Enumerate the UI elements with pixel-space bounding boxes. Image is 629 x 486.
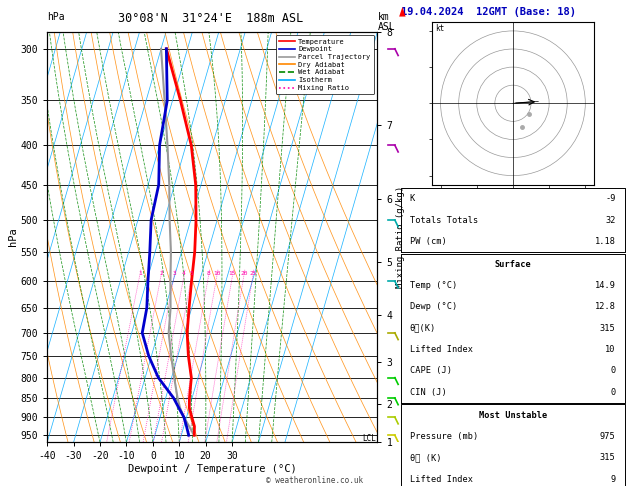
Text: K: K — [409, 194, 415, 203]
Text: 10: 10 — [213, 271, 221, 276]
Text: 4: 4 — [182, 271, 186, 276]
Text: CIN (J): CIN (J) — [409, 388, 447, 397]
Text: Dewp (°C): Dewp (°C) — [409, 302, 457, 312]
Text: 3: 3 — [172, 271, 176, 276]
Text: 32: 32 — [605, 215, 616, 225]
Text: 315: 315 — [600, 453, 616, 462]
Text: θᴇ (K): θᴇ (K) — [409, 453, 441, 462]
Text: LCL: LCL — [363, 434, 377, 443]
Text: 9: 9 — [610, 475, 616, 484]
Text: Pressure (mb): Pressure (mb) — [409, 432, 478, 441]
Text: -9: -9 — [605, 194, 616, 203]
Text: hPa: hPa — [47, 12, 65, 22]
Legend: Temperature, Dewpoint, Parcel Trajectory, Dry Adiabat, Wet Adiabat, Isotherm, Mi: Temperature, Dewpoint, Parcel Trajectory… — [276, 35, 374, 94]
Text: Temp (°C): Temp (°C) — [409, 281, 457, 290]
Text: 15: 15 — [229, 271, 237, 276]
Text: Lifted Index: Lifted Index — [409, 475, 472, 484]
Text: Totals Totals: Totals Totals — [409, 215, 478, 225]
Text: Most Unstable: Most Unstable — [479, 411, 547, 419]
Text: 8: 8 — [207, 271, 211, 276]
Text: kt: kt — [435, 24, 445, 33]
Text: 2: 2 — [159, 271, 163, 276]
Text: 1: 1 — [138, 271, 142, 276]
Text: 1.18: 1.18 — [594, 237, 616, 246]
Text: 30°08'N  31°24'E  188m ASL: 30°08'N 31°24'E 188m ASL — [118, 12, 303, 25]
Text: 25: 25 — [249, 271, 257, 276]
Text: CAPE (J): CAPE (J) — [409, 366, 452, 375]
X-axis label: Dewpoint / Temperature (°C): Dewpoint / Temperature (°C) — [128, 464, 297, 474]
Text: 12.8: 12.8 — [594, 302, 616, 312]
Text: © weatheronline.co.uk: © weatheronline.co.uk — [266, 476, 363, 485]
Text: 975: 975 — [600, 432, 616, 441]
Text: km: km — [377, 12, 389, 22]
Text: 19.04.2024  12GMT (Base: 18): 19.04.2024 12GMT (Base: 18) — [401, 7, 576, 17]
Y-axis label: hPa: hPa — [8, 227, 18, 246]
Y-axis label: Mixing Ratio (g/kg): Mixing Ratio (g/kg) — [396, 186, 406, 288]
Text: Lifted Index: Lifted Index — [409, 345, 472, 354]
Text: 0: 0 — [610, 366, 616, 375]
Text: 0: 0 — [610, 388, 616, 397]
Text: ASL: ASL — [377, 22, 395, 32]
Text: θᴇ(K): θᴇ(K) — [409, 324, 436, 333]
Text: 315: 315 — [600, 324, 616, 333]
Text: ◄: ◄ — [395, 6, 408, 16]
Text: PW (cm): PW (cm) — [409, 237, 447, 246]
Text: 5: 5 — [190, 271, 194, 276]
Text: Surface: Surface — [494, 260, 531, 269]
Text: 14.9: 14.9 — [594, 281, 616, 290]
Text: 20: 20 — [240, 271, 248, 276]
Text: 10: 10 — [605, 345, 616, 354]
